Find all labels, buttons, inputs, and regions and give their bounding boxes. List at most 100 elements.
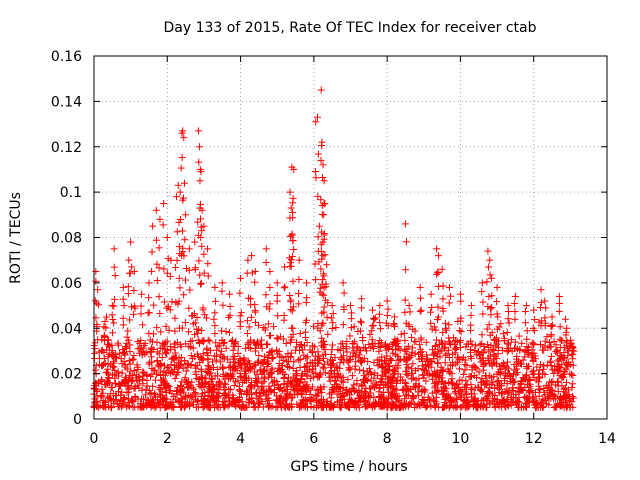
data-point	[447, 398, 455, 406]
data-point	[182, 265, 190, 273]
data-point	[390, 339, 398, 347]
data-point	[333, 370, 341, 378]
data-point	[283, 394, 291, 402]
data-point	[120, 378, 128, 386]
data-point	[353, 376, 361, 384]
data-point	[320, 291, 328, 299]
data-point	[307, 386, 315, 394]
data-point	[516, 346, 524, 354]
data-point	[295, 256, 303, 264]
data-point	[251, 308, 259, 316]
data-point	[415, 375, 423, 383]
data-point	[128, 378, 136, 386]
data-point	[218, 327, 226, 335]
data-point	[185, 304, 193, 312]
data-point	[399, 386, 407, 394]
data-point	[439, 307, 447, 315]
data-point	[354, 397, 362, 405]
data-point	[140, 395, 148, 403]
data-point	[434, 313, 442, 321]
data-point	[489, 379, 497, 387]
data-point	[167, 398, 175, 406]
data-point	[456, 390, 464, 398]
data-point	[121, 373, 129, 381]
data-point	[312, 276, 320, 284]
data-point	[251, 319, 259, 327]
data-point	[261, 326, 269, 334]
data-point	[405, 302, 413, 310]
data-point	[481, 346, 489, 354]
data-point	[345, 364, 353, 372]
data-point	[166, 306, 174, 314]
data-point	[498, 346, 506, 354]
data-point	[120, 302, 128, 310]
data-point	[558, 399, 566, 407]
data-point	[541, 297, 549, 305]
data-point	[254, 382, 262, 390]
data-point	[125, 336, 133, 344]
data-point	[483, 400, 491, 408]
data-point	[267, 332, 275, 340]
data-point	[467, 302, 475, 310]
data-point	[288, 336, 296, 344]
data-point	[537, 399, 545, 407]
data-point	[174, 368, 182, 376]
data-point	[561, 393, 569, 401]
data-point	[216, 358, 224, 366]
data-point	[194, 127, 202, 135]
data-point	[467, 390, 475, 398]
data-point	[347, 324, 355, 332]
data-point	[110, 263, 118, 271]
data-point	[346, 332, 354, 340]
data-point	[523, 381, 531, 389]
data-point	[494, 350, 502, 358]
data-point	[478, 288, 486, 296]
data-point	[195, 158, 203, 166]
data-point	[153, 399, 161, 407]
data-point	[288, 231, 296, 239]
data-point	[156, 368, 164, 376]
data-point	[247, 381, 255, 389]
data-point	[195, 257, 203, 265]
data-point	[310, 322, 318, 330]
data-point	[181, 276, 189, 284]
data-point	[457, 328, 465, 336]
data-point	[229, 346, 237, 354]
data-point	[501, 365, 509, 373]
data-point	[535, 392, 543, 400]
data-point	[145, 294, 153, 302]
data-point	[108, 341, 116, 349]
data-point	[94, 286, 102, 294]
data-point	[261, 375, 269, 383]
data-point	[401, 296, 409, 304]
data-point	[339, 340, 347, 348]
data-point	[306, 397, 314, 405]
data-point	[327, 401, 335, 409]
data-point	[343, 348, 351, 356]
data-point	[398, 399, 406, 407]
data-point	[148, 248, 156, 256]
data-point	[468, 386, 476, 394]
data-point	[317, 156, 325, 164]
data-point	[308, 383, 316, 391]
data-point	[196, 143, 204, 151]
data-point	[293, 380, 301, 388]
data-point	[328, 346, 336, 354]
data-point	[427, 402, 435, 410]
data-point	[311, 260, 319, 268]
data-point	[292, 370, 300, 378]
data-point	[376, 319, 384, 327]
data-point	[226, 290, 234, 298]
data-point	[419, 366, 427, 374]
data-point	[519, 386, 527, 394]
data-point	[163, 234, 171, 241]
data-point	[370, 314, 378, 322]
data-point	[417, 294, 425, 302]
data-point	[174, 384, 182, 392]
data-point	[343, 337, 351, 345]
data-point	[164, 303, 172, 311]
data-point	[145, 329, 153, 337]
data-point	[98, 376, 106, 384]
data-point	[182, 211, 190, 219]
data-point	[258, 370, 266, 378]
